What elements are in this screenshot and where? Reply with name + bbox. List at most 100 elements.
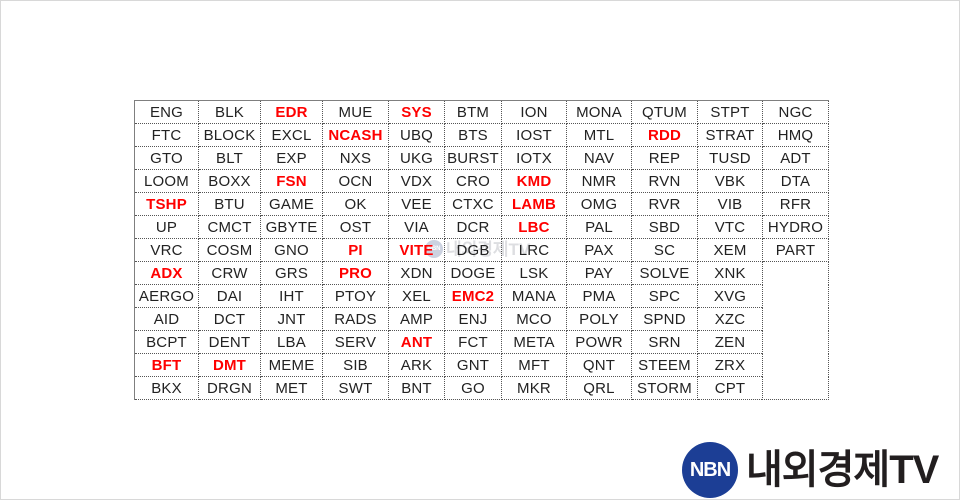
ticker-cell: OST bbox=[322, 215, 389, 239]
ticker-cell: EXP bbox=[260, 146, 323, 170]
ticker-cell: VIA bbox=[388, 215, 445, 239]
ticker-cell: BTM bbox=[444, 100, 502, 124]
ticker-cell: MANA bbox=[501, 284, 567, 308]
ticker-cell: SC bbox=[631, 238, 698, 262]
ticker-cell: MEME bbox=[260, 353, 323, 377]
empty-cell bbox=[762, 261, 829, 400]
ticker-cell: FSN bbox=[260, 169, 323, 193]
ticker-cell: CRW bbox=[198, 261, 261, 285]
ticker-cell: SWT bbox=[322, 376, 389, 400]
ticker-cell: DGB bbox=[444, 238, 502, 262]
ticker-cell: BOXX bbox=[198, 169, 261, 193]
ticker-cell: DENT bbox=[198, 330, 261, 354]
ticker-cell: CPT bbox=[697, 376, 763, 400]
table-row: FTC BLOCK EXCL NCASH UBQ BTS IOST MTL RDD STRAT HM… bbox=[134, 123, 829, 147]
ticker-cell: BLT bbox=[198, 146, 261, 170]
ticker-cell: GNO bbox=[260, 238, 323, 262]
ticker-cell: XZC bbox=[697, 307, 763, 331]
ticker-cell: PRO bbox=[322, 261, 389, 285]
nbn-logo-icon: NBN bbox=[682, 442, 738, 498]
ticker-cell: OMG bbox=[566, 192, 632, 216]
ticker-cell: SIB bbox=[322, 353, 389, 377]
ticker-cell: AMP bbox=[388, 307, 445, 331]
ticker-cell: ZEN bbox=[697, 330, 763, 354]
ticker-cell: RDD bbox=[631, 123, 698, 147]
ticker-cell: TSHP bbox=[134, 192, 199, 216]
ticker-cell: SYS bbox=[388, 100, 445, 124]
ticker-cell: FTC bbox=[134, 123, 199, 147]
ticker-cell: REP bbox=[631, 146, 698, 170]
ticker-cell: LAMB bbox=[501, 192, 567, 216]
ticker-cell: STRAT bbox=[697, 123, 763, 147]
ticker-cell: MKR bbox=[501, 376, 567, 400]
ticker-cell: MET bbox=[260, 376, 323, 400]
ticker-cell: UBQ bbox=[388, 123, 445, 147]
ticker-cell: DTA bbox=[762, 169, 829, 193]
table-row: AERGO DAI IHT PTOY XEL EMC2 MANA PMA SPC XVG bbox=[134, 284, 829, 308]
ticker-cell: BFT bbox=[134, 353, 199, 377]
ticker-cell: VBK bbox=[697, 169, 763, 193]
ticker-cell: XVG bbox=[697, 284, 763, 308]
ticker-cell: MCO bbox=[501, 307, 567, 331]
nbn-logo: NBN 내외경제TV bbox=[682, 442, 939, 498]
ticker-cell: SERV bbox=[322, 330, 389, 354]
ticker-cell: NAV bbox=[566, 146, 632, 170]
ticker-cell: GBYTE bbox=[260, 215, 323, 239]
ticker-cell: ENJ bbox=[444, 307, 502, 331]
ticker-cell: PAL bbox=[566, 215, 632, 239]
ticker-cell: AID bbox=[134, 307, 199, 331]
table-row: LOOM BOXX FSN OCN VDX CRO KMD NMR RVN VBK DTA bbox=[134, 169, 829, 193]
ticker-cell: AERGO bbox=[134, 284, 199, 308]
ticker-cell: MFT bbox=[501, 353, 567, 377]
ticker-cell: PI bbox=[322, 238, 389, 262]
ticker-cell: QTUM bbox=[631, 100, 698, 124]
ticker-cell: LBA bbox=[260, 330, 323, 354]
table-row: BFT DMT MEME SIB ARK GNT MFT QNT STEEM ZRX bbox=[134, 353, 829, 377]
ticker-cell: BLK bbox=[198, 100, 261, 124]
ticker-cell: XDN bbox=[388, 261, 445, 285]
ticker-cell: CTXC bbox=[444, 192, 502, 216]
ticker-cell: MTL bbox=[566, 123, 632, 147]
ticker-cell: PART bbox=[762, 238, 829, 262]
nbn-logo-text: 내외경제TV bbox=[746, 448, 939, 492]
ticker-cell: POLY bbox=[566, 307, 632, 331]
ticker-cell: KMD bbox=[501, 169, 567, 193]
ticker-cell: VITE bbox=[388, 238, 445, 262]
ticker-cell: SOLVE bbox=[631, 261, 698, 285]
ticker-cell: DCR bbox=[444, 215, 502, 239]
table-row: GTO BLT EXP NXS UKG BURST IOTX NAV REP TUSD ADT bbox=[134, 146, 829, 170]
ticker-cell: SBD bbox=[631, 215, 698, 239]
ticker-cell: XEM bbox=[697, 238, 763, 262]
ticker-cell: OK bbox=[322, 192, 389, 216]
ticker-cell: ANT bbox=[388, 330, 445, 354]
ticker-cell: IOTX bbox=[501, 146, 567, 170]
ticker-cell: GNT bbox=[444, 353, 502, 377]
ticker-cell: CRO bbox=[444, 169, 502, 193]
ticker-cell: HMQ bbox=[762, 123, 829, 147]
ticker-cell: RADS bbox=[322, 307, 389, 331]
nbn-logo-circle-label: NBN bbox=[689, 458, 731, 481]
ticker-cell: POWR bbox=[566, 330, 632, 354]
table-row: AID DCT JNT RADS AMP ENJ MCO POLY SPND XZC bbox=[134, 307, 829, 331]
ticker-table-container: ENG BLK EDR MUE SYS BTM ION MONA QTUM STPT NGC FTC B… bbox=[134, 100, 829, 400]
ticker-cell: BTS bbox=[444, 123, 502, 147]
ticker-cell: MONA bbox=[566, 100, 632, 124]
ticker-cell: META bbox=[501, 330, 567, 354]
ticker-cell: IOST bbox=[501, 123, 567, 147]
ticker-cell: DMT bbox=[198, 353, 261, 377]
ticker-cell: BCPT bbox=[134, 330, 199, 354]
ticker-cell: EMC2 bbox=[444, 284, 502, 308]
ticker-cell: NXS bbox=[322, 146, 389, 170]
ticker-cell: SRN bbox=[631, 330, 698, 354]
ticker-cell: CMCT bbox=[198, 215, 261, 239]
ticker-cell: UP bbox=[134, 215, 199, 239]
ticker-cell: ION bbox=[501, 100, 567, 124]
ticker-cell: HYDRO bbox=[762, 215, 829, 239]
ticker-cell: QRL bbox=[566, 376, 632, 400]
ticker-cell: SPC bbox=[631, 284, 698, 308]
ticker-cell: TUSD bbox=[697, 146, 763, 170]
ticker-cell: PAX bbox=[566, 238, 632, 262]
ticker-cell: BLOCK bbox=[198, 123, 261, 147]
ticker-cell: DOGE bbox=[444, 261, 502, 285]
ticker-cell: ADX bbox=[134, 261, 199, 285]
